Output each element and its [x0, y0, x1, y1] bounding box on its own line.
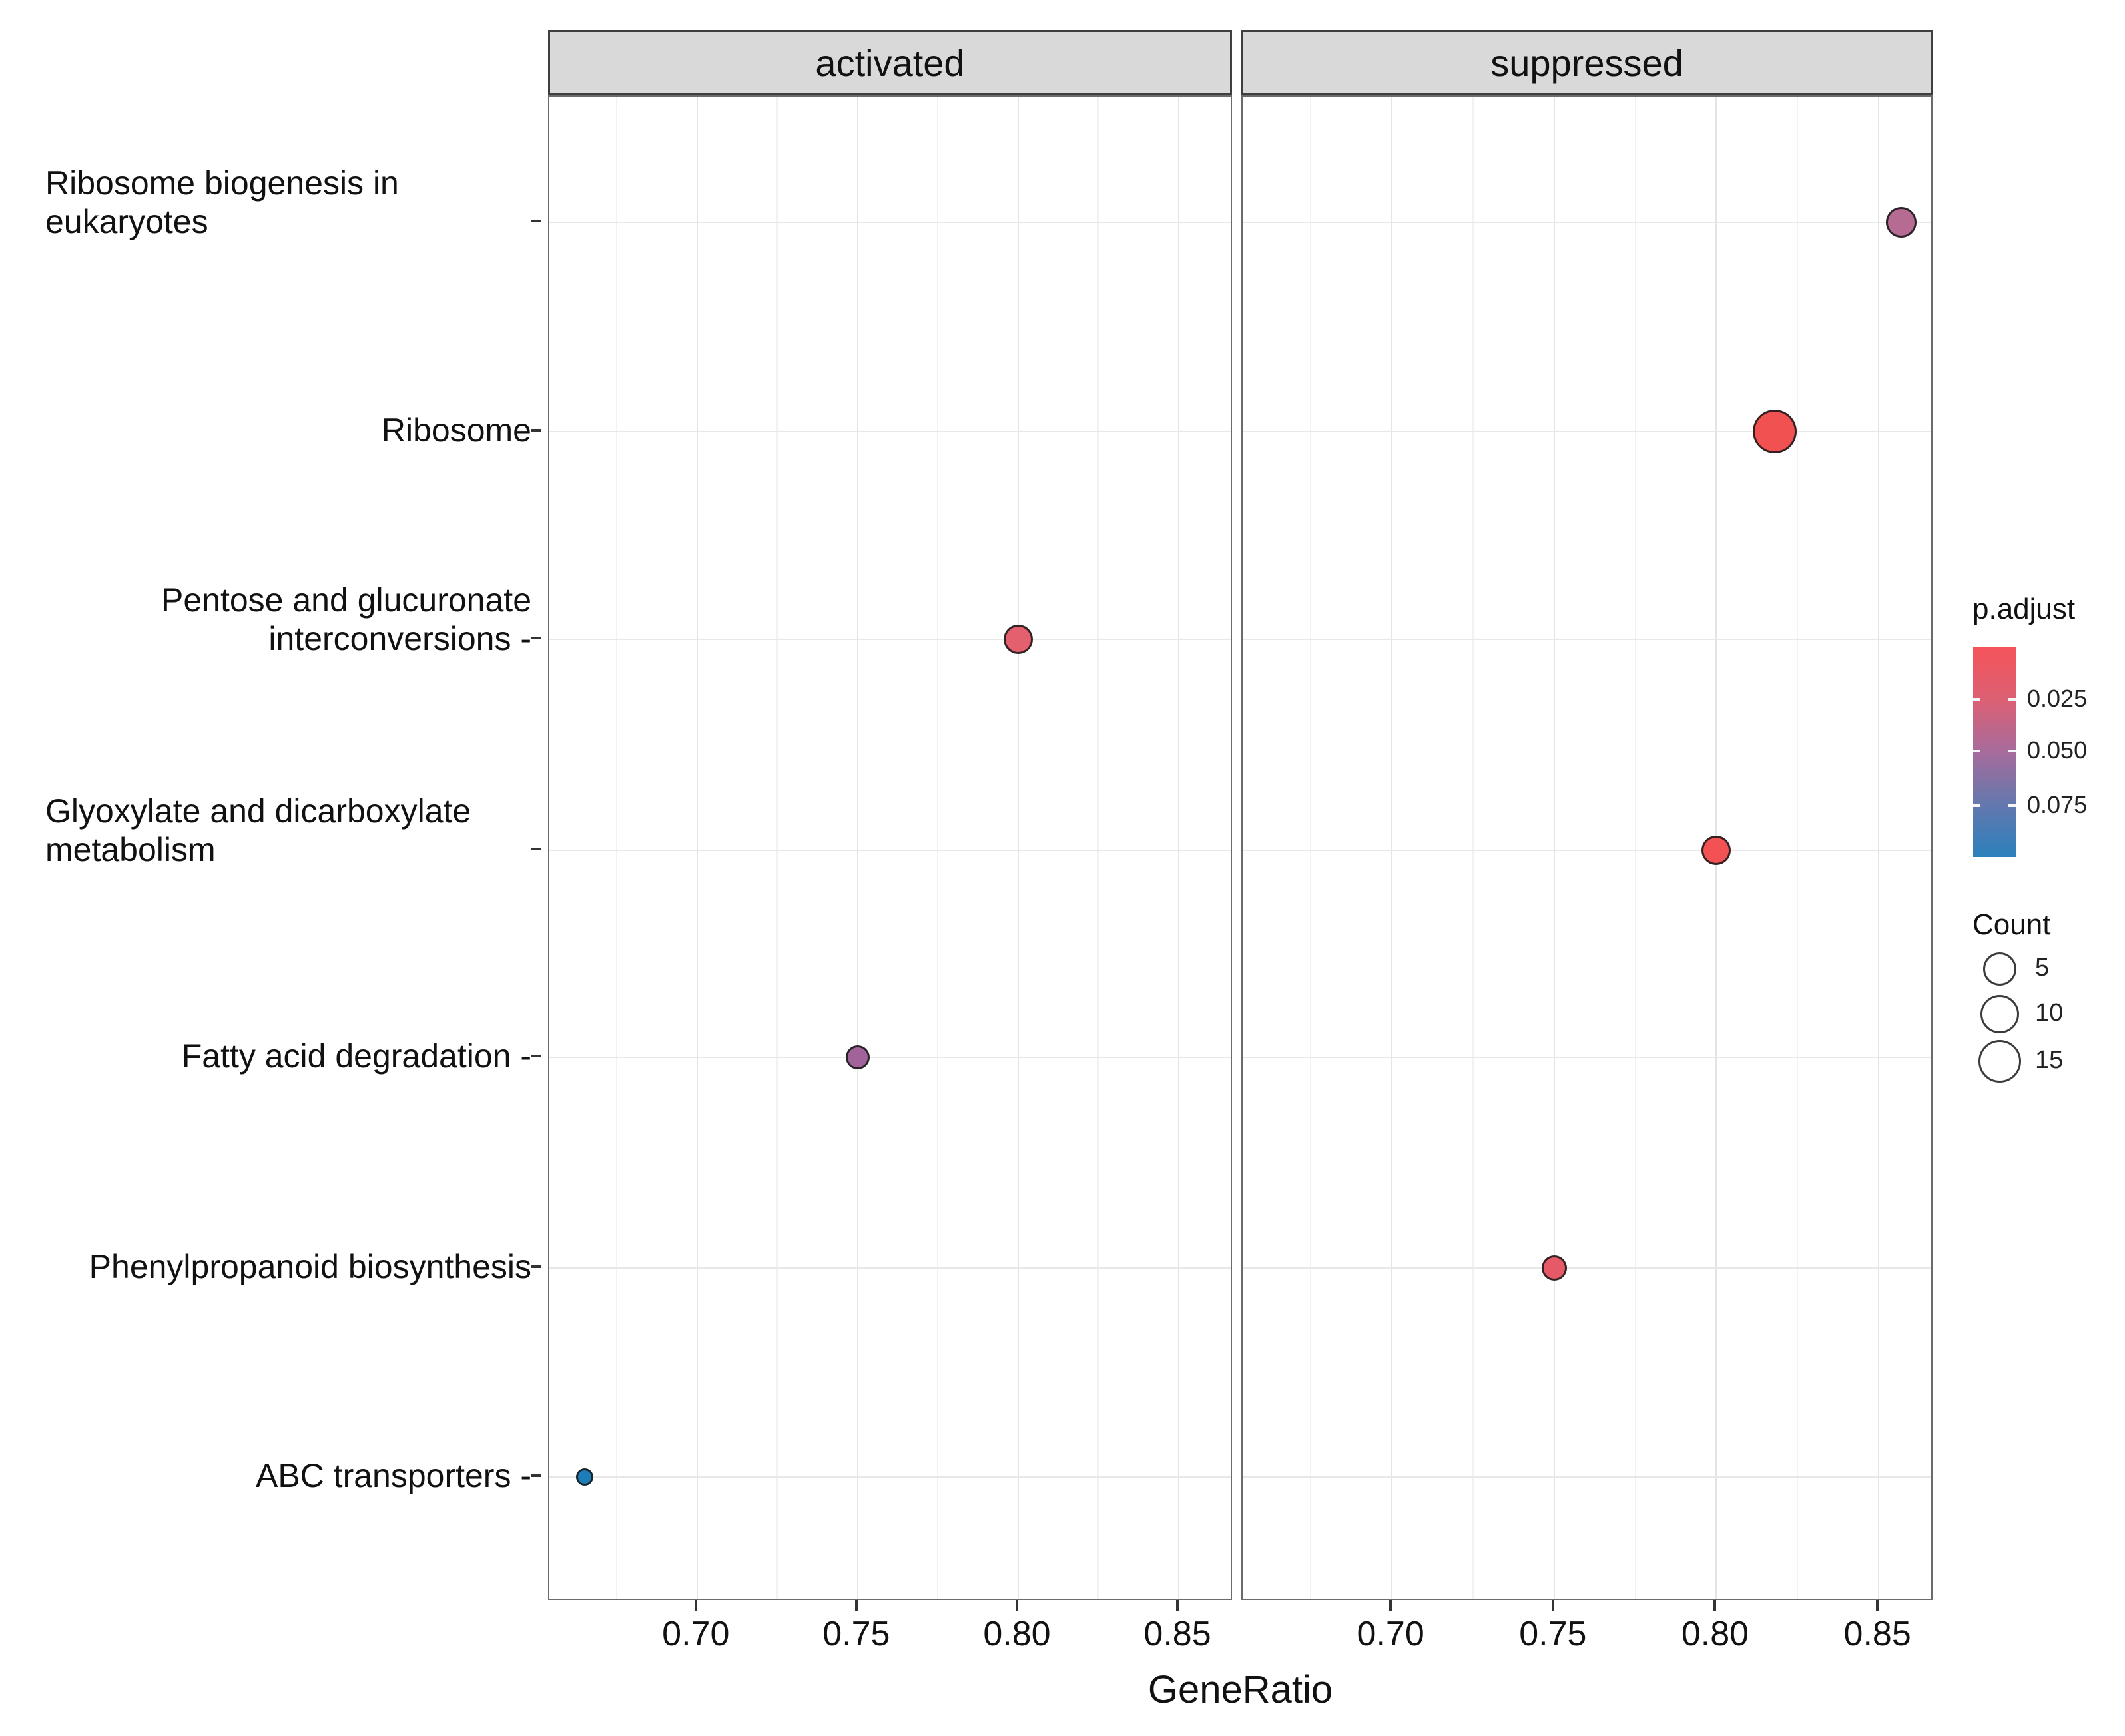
row-gridline	[1243, 1476, 1931, 1478]
colorbar-tick-label: 0.025	[2027, 685, 2088, 713]
plot-panel-suppressed	[1241, 95, 1933, 1600]
x-axis-title: GeneRatio	[1147, 1668, 1333, 1711]
y-axis-label: Ribosome	[381, 412, 531, 449]
data-point	[576, 1468, 594, 1486]
data-point	[845, 1045, 870, 1069]
y-axis-tick	[531, 220, 541, 222]
y-axis-label: Glyoxylate and dicarboxylate metabolism	[45, 792, 471, 868]
x-axis-tick-label: 0.70	[662, 1615, 730, 1653]
count-legend-circle	[1980, 995, 2019, 1033]
y-axis-label: Ribosome biogenesis in eukaryotes	[45, 164, 399, 240]
count-legend-label: 5	[2035, 954, 2050, 982]
data-point	[1701, 836, 1731, 865]
x-axis-tick	[1551, 1600, 1554, 1611]
x-axis-tick	[1176, 1600, 1179, 1611]
minor-gridline	[1097, 97, 1099, 1599]
y-axis-label: Phenylpropanoid biosynthesis	[89, 1248, 531, 1285]
y-axis-label: ABC transporters -	[255, 1457, 531, 1494]
y-axis-label: Fatty acid degradation -	[181, 1037, 531, 1075]
minor-gridline	[616, 97, 618, 1599]
row-gridline	[1243, 850, 1931, 851]
y-axis-tick	[531, 1474, 541, 1477]
colorbar-tick	[1973, 804, 1980, 808]
colorbar-tick	[1973, 698, 1980, 701]
minor-gridline	[776, 97, 778, 1599]
facet-strip-suppressed: suppressed	[1241, 30, 1933, 95]
y-axis-tick	[531, 848, 541, 850]
data-point	[1003, 625, 1033, 654]
count-legend-title: Count	[1973, 908, 2051, 941]
plot-panel-activated	[548, 95, 1232, 1600]
x-axis-tick	[1389, 1600, 1392, 1611]
minor-gridline	[1634, 97, 1636, 1599]
x-axis-tick	[854, 1600, 858, 1611]
y-axis-tick	[531, 1055, 541, 1057]
facet-strip-activated-label: activated	[815, 41, 965, 84]
row-gridline	[1243, 639, 1931, 640]
colorbar-tick	[2008, 804, 2016, 808]
x-axis-tick-label: 0.80	[1681, 1615, 1749, 1653]
row-gridline	[1243, 1057, 1931, 1058]
y-axis-tick	[531, 637, 541, 639]
data-point	[1753, 410, 1797, 453]
row-gridline	[1243, 431, 1931, 432]
row-gridline	[549, 639, 1231, 640]
row-gridline	[549, 431, 1231, 432]
minor-gridline	[1797, 97, 1799, 1599]
row-gridline	[549, 1476, 1231, 1478]
colorbar-tick-label: 0.075	[2027, 791, 2088, 819]
major-gridline	[1878, 97, 1880, 1599]
x-axis-tick	[694, 1600, 697, 1611]
x-axis-tick	[1015, 1600, 1018, 1611]
row-gridline	[549, 1057, 1231, 1058]
facet-strip-suppressed-label: suppressed	[1490, 41, 1683, 84]
count-legend-label: 15	[2035, 1046, 2064, 1074]
minor-gridline	[937, 97, 939, 1599]
data-point	[1886, 207, 1917, 238]
row-gridline	[1243, 222, 1931, 223]
x-axis-tick-label: 0.75	[1519, 1615, 1587, 1653]
major-gridline	[856, 97, 858, 1599]
colorbar-tick	[2008, 749, 2016, 752]
colorbar-tick	[1973, 749, 1980, 752]
row-gridline	[1243, 1267, 1931, 1269]
colorbar-tick	[2008, 698, 2016, 701]
x-axis-tick-label: 0.85	[1143, 1615, 1211, 1653]
row-gridline	[549, 222, 1231, 223]
x-axis-tick-label: 0.75	[822, 1615, 890, 1653]
row-gridline	[549, 1267, 1231, 1269]
colorbar-tick-label: 0.050	[2027, 736, 2088, 764]
padjust-legend-title: p.adjust	[1973, 593, 2076, 625]
x-axis-tick-label: 0.80	[983, 1615, 1051, 1653]
x-axis-tick-label: 0.85	[1843, 1615, 1911, 1653]
data-point	[1541, 1255, 1567, 1281]
major-gridline	[1178, 97, 1180, 1599]
y-axis-tick	[531, 429, 541, 432]
count-legend-circle	[1978, 1040, 2021, 1083]
row-gridline	[549, 850, 1231, 851]
major-gridline	[1017, 97, 1019, 1599]
major-gridline	[1391, 97, 1393, 1599]
y-axis-label: Pentose and glucuronate interconversions…	[161, 581, 531, 657]
x-axis-tick	[1713, 1600, 1717, 1611]
x-axis-tick	[1876, 1600, 1879, 1611]
count-legend-circle	[1983, 952, 2016, 986]
major-gridline	[1553, 97, 1555, 1599]
major-gridline	[696, 97, 698, 1599]
minor-gridline	[1310, 97, 1312, 1599]
y-axis-tick	[531, 1265, 541, 1268]
facet-strip-activated: activated	[548, 30, 1232, 95]
x-axis-tick-label: 0.70	[1357, 1615, 1424, 1653]
minor-gridline	[1472, 97, 1474, 1599]
count-legend-label: 10	[2035, 999, 2064, 1027]
